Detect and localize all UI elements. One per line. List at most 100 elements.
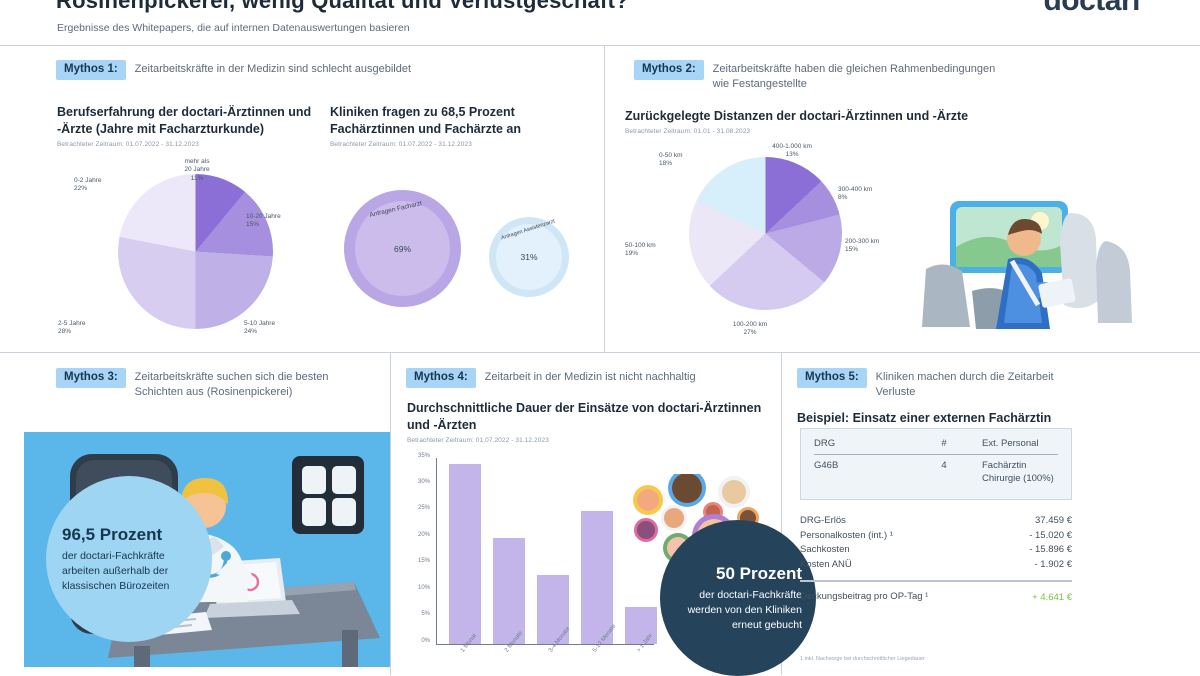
bar-chart-x-axis bbox=[436, 644, 654, 645]
pie2-label-300-400: 300-400 km 8% bbox=[838, 186, 873, 202]
drg-cell-code: G46B bbox=[814, 460, 839, 471]
chart-4-title: Durchschnittliche Dauer der Einsätze von… bbox=[407, 401, 762, 432]
divider-mid bbox=[0, 352, 1200, 353]
y-tick-15: 15% bbox=[417, 558, 430, 564]
bubble-assistenzarzt-value: 31% bbox=[496, 224, 562, 290]
bar-1-monat bbox=[449, 464, 481, 644]
divider-v-bottom-1 bbox=[390, 352, 391, 675]
bubble-facharzt-value: 69% bbox=[355, 201, 450, 296]
divider-v-bottom-2 bbox=[781, 352, 782, 675]
mythos-4-claim: Zeitarbeit in der Medizin ist nicht nach… bbox=[484, 371, 696, 383]
cost-label-personalkosten: Personalkosten (int.) ¹ bbox=[800, 529, 893, 541]
y-tick-5: 5% bbox=[421, 611, 430, 617]
pie-chart-berufserfahrung bbox=[118, 174, 273, 329]
chart-1a-date: Betrachteter Zeitraum: 01.07.2022 - 31.1… bbox=[57, 140, 199, 148]
cost-row-total: Deckungsbeitrag pro OP-Tag ¹ + 4.641 € bbox=[800, 591, 1072, 606]
cost-label-sachkosten: Sachkosten bbox=[800, 544, 850, 556]
page-subtitle: Ergebnisse des Whitepapers, die auf inte… bbox=[57, 22, 410, 34]
chart-2-title: Zurückgelegte Distanzen der doctari-Ärzt… bbox=[625, 109, 969, 123]
y-tick-10: 10% bbox=[417, 585, 430, 591]
cost-row-anue: Kosten ANÜ - 1.902 € bbox=[800, 558, 1072, 573]
callout-50-text: der doctari-Fachkräfte werden von den Kl… bbox=[687, 589, 802, 631]
divider-top bbox=[0, 45, 1200, 46]
callout-96-5-text: der doctari-Fachkräfte arbeiten außerhal… bbox=[62, 550, 170, 592]
bar-chart-y-axis bbox=[436, 458, 437, 644]
pie2-label-0-50: 0-50 km 18% bbox=[659, 152, 683, 168]
drg-table-header-row: DRG # Ext. Personal bbox=[801, 438, 1071, 449]
mythos-3-tag: Mythos 3: bbox=[56, 368, 126, 388]
cost-value-sachkosten: - 15.896 € bbox=[1029, 544, 1072, 556]
pie1-label-0-2: 0-2 Jahre 22% bbox=[74, 177, 102, 193]
cost-row-sachkosten: Sachkosten - 15.896 € bbox=[800, 543, 1072, 558]
chart-2-header: Zurückgelegte Distanzen der doctari-Ärzt… bbox=[625, 108, 1085, 135]
callout-50-value: 50 Prozent bbox=[716, 563, 802, 583]
cost-breakdown: DRG-Erlös 37.459 € Personalkosten (int.)… bbox=[800, 514, 1072, 606]
chart-4-header: Durchschnittliche Dauer der Einsätze von… bbox=[407, 400, 762, 444]
mythos-2-claim: Zeitarbeitskräfte haben die gleichen Rah… bbox=[712, 63, 996, 90]
panel-mythos-2: Mythos 2: Zeitarbeitskräfte haben die gl… bbox=[634, 60, 1114, 92]
chart-4-date: Betrachteter Zeitraum: 01.07.2022 - 31.1… bbox=[407, 436, 549, 444]
cost-total-divider bbox=[800, 579, 1072, 582]
mythos-5-tag: Mythos 5: bbox=[797, 368, 867, 388]
pie2-label-100-200: 100-200 km 27% bbox=[732, 321, 768, 337]
cost-value-drg-erloes: 37.459 € bbox=[1035, 515, 1072, 526]
mythos-1-tag: Mythos 1: bbox=[56, 60, 126, 80]
illustration-car-travel bbox=[920, 195, 1160, 330]
drg-table: DRG # Ext. Personal G46B 4 Fachärztin Ch… bbox=[800, 428, 1072, 500]
pie2-label-200-300: 200-300 km 15% bbox=[845, 238, 880, 254]
cost-label-deckungsbeitrag: Deckungsbeitrag pro OP-Tag ¹ bbox=[800, 590, 929, 602]
chart-1a-title: Berufserfahrung der doctari-Ärztinnen un… bbox=[57, 105, 312, 136]
bar-ueber-1-jahr bbox=[625, 607, 657, 644]
callout-50-prozent: 50 Prozent der doctari-Fachkräfte werden… bbox=[660, 520, 816, 676]
mythos-5-heading: Mythos 5: Kliniken machen durch die Zeit… bbox=[797, 368, 1097, 400]
cost-value-deckungsbeitrag: + 4.641 € bbox=[1032, 591, 1072, 603]
drg-header-drg: DRG bbox=[814, 438, 836, 449]
doctari-logo: doctari bbox=[1043, 0, 1140, 17]
pie1-label-5-10: 5-10 Jahre 24% bbox=[244, 320, 276, 336]
mythos-4-tag: Mythos 4: bbox=[406, 368, 476, 388]
bar-2-monate bbox=[493, 538, 525, 644]
drg-header-count: # bbox=[941, 438, 947, 449]
pie-chart-distanzen bbox=[689, 157, 842, 310]
cost-value-personalkosten: - 15.020 € bbox=[1029, 529, 1072, 541]
bar-chart-einsatzdauer: 0% 5% 10% 15% 20% 25% 30% 35% 1 Monat 2 … bbox=[410, 453, 660, 658]
chart-1b-header: Kliniken fragen zu 68,5 Prozent Fachärzt… bbox=[330, 104, 580, 148]
mythos-5-claim: Kliniken machen durch die Zeitarbeit Ver… bbox=[875, 371, 1054, 398]
cost-row-drg-erloes: DRG-Erlös 37.459 € bbox=[800, 514, 1072, 529]
panel-mythos-1: Mythos 1: Zeitarbeitskräfte in der Mediz… bbox=[56, 60, 576, 80]
mythos-4-heading: Mythos 4: Zeitarbeit in der Medizin ist … bbox=[406, 368, 776, 388]
car-travel-svg bbox=[922, 201, 1132, 329]
bar-chart-plot bbox=[437, 458, 657, 644]
panel-mythos-4: Mythos 4: Zeitarbeit in der Medizin ist … bbox=[406, 368, 776, 388]
mythos-5-example-title: Beispiel: Einsatz einer externen Fachärz… bbox=[797, 410, 1052, 425]
y-tick-35: 35% bbox=[417, 453, 430, 459]
chart-1b-title: Kliniken fragen zu 68,5 Prozent Fachärzt… bbox=[330, 105, 522, 136]
y-tick-25: 25% bbox=[417, 505, 430, 511]
pie1-label-mehr-als-20: mehr als 20 Jahre 11% bbox=[184, 158, 210, 182]
cost-row-personalkosten: Personalkosten (int.) ¹ - 15.020 € bbox=[800, 529, 1072, 544]
cost-label-drg-erloes: DRG-Erlös bbox=[800, 515, 846, 526]
mythos-5-footnote: 1 inkl. Nachsorge bei durchschnittlicher… bbox=[800, 656, 925, 662]
mythos-1-heading: Mythos 1: Zeitarbeitskräfte in der Mediz… bbox=[56, 60, 576, 80]
drg-cell-personal: Fachärztin Chirurgie (100%) bbox=[982, 460, 1054, 484]
chart-1a-header: Berufserfahrung der doctari-Ärztinnen un… bbox=[57, 104, 317, 148]
page-title: Rosinenpickerei, wenig Qualität und Verl… bbox=[56, 0, 629, 13]
drg-header-personal: Ext. Personal bbox=[982, 438, 1039, 449]
drg-table-separator bbox=[814, 454, 1058, 455]
bar-5-12-monate bbox=[581, 511, 613, 644]
bubble-anfragen-assistenzarzt: 31% bbox=[489, 217, 569, 297]
pie1-label-2-5: 2-5 Jahre 28% bbox=[58, 320, 86, 336]
drg-cell-count: 4 bbox=[941, 460, 947, 471]
pie2-label-50-100: 50-100 km 19% bbox=[625, 242, 656, 258]
mythos-1-claim: Zeitarbeitskräfte in der Medizin sind sc… bbox=[134, 63, 412, 75]
y-tick-20: 20% bbox=[417, 532, 430, 538]
cost-label-anue: Kosten ANÜ bbox=[800, 559, 852, 571]
callout-96-5-prozent: 96,5 Prozent der doctari-Fachkräfte arbe… bbox=[46, 476, 212, 642]
bar-3-4-monate bbox=[537, 575, 569, 644]
chart-1b-date: Betrachteter Zeitraum: 01.07.2022 - 31.1… bbox=[330, 140, 472, 148]
cost-value-anue: - 1.902 € bbox=[1034, 559, 1073, 571]
callout-96-5-value: 96,5 Prozent bbox=[62, 524, 163, 544]
panel-mythos-5: Mythos 5: Kliniken machen durch die Zeit… bbox=[797, 368, 1097, 427]
mythos-2-heading: Mythos 2: Zeitarbeitskräfte haben die gl… bbox=[634, 60, 1114, 92]
